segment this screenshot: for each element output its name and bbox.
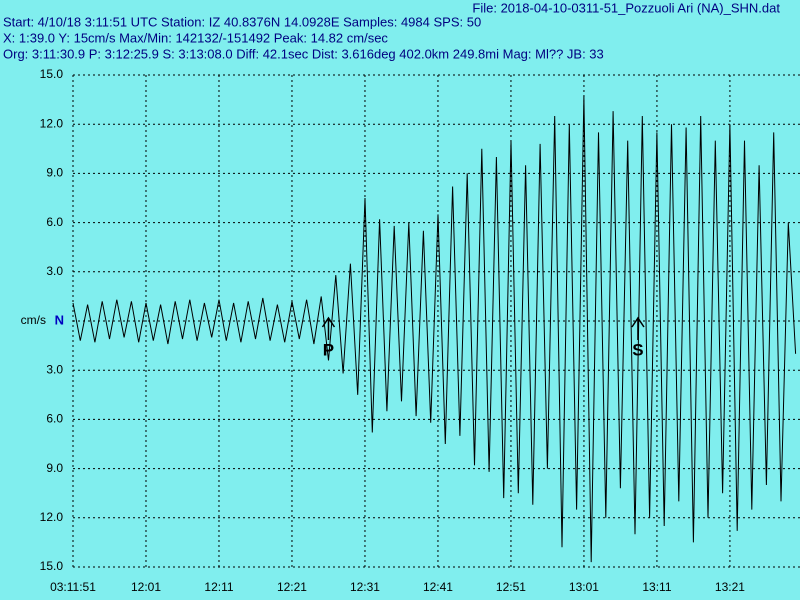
header-line: Org: 3:11:30.9 P: 3:12:25.9 S: 3:13:08.0… [3,46,604,61]
phase-arrow [631,316,645,340]
y-tick-label: 15.0 [40,67,64,81]
phase-label: P [323,340,334,359]
y-tick-label: 9.0 [46,166,63,180]
x-tick-label: 12:21 [277,580,307,594]
x-tick-label: 13:11 [642,580,671,594]
header-line: Start: 4/10/18 3:11:51 UTC Station: IZ 4… [3,14,481,29]
x-tick-label: 12:41 [423,580,453,594]
y-tick-label: 12.0 [40,116,64,130]
y-tick-label: cm/s [21,313,46,327]
header-line: X: 1:39.0 Y: 15cm/s Max/Min: 142132/-151… [3,30,388,45]
y-tick-label: 3.0 [46,362,63,376]
phase-arrow [321,316,336,340]
waveform [72,96,797,563]
channel-label: N [55,312,64,327]
file-name: File: 2018-04-10-0311-51_Pozzuoli Ari (N… [472,0,780,15]
x-tick-label: 12:11 [204,580,233,594]
x-tick-label: 13:01 [569,580,599,594]
x-tick-label: 13:21 [715,580,745,594]
x-tick-label: 12:51 [496,580,526,594]
x-tick-label: 03:11:51 [50,580,96,594]
x-tick-label: 12:01 [131,580,161,594]
y-tick-label: 3.0 [46,264,63,278]
y-tick-label: 15.0 [40,559,64,573]
y-tick-label: 6.0 [46,215,63,229]
y-tick-label: 6.0 [46,412,63,426]
phase-label: S [632,340,643,359]
y-tick-label: 9.0 [46,461,63,475]
y-tick-label: 12.0 [40,510,64,524]
x-tick-label: 12:31 [350,580,380,594]
